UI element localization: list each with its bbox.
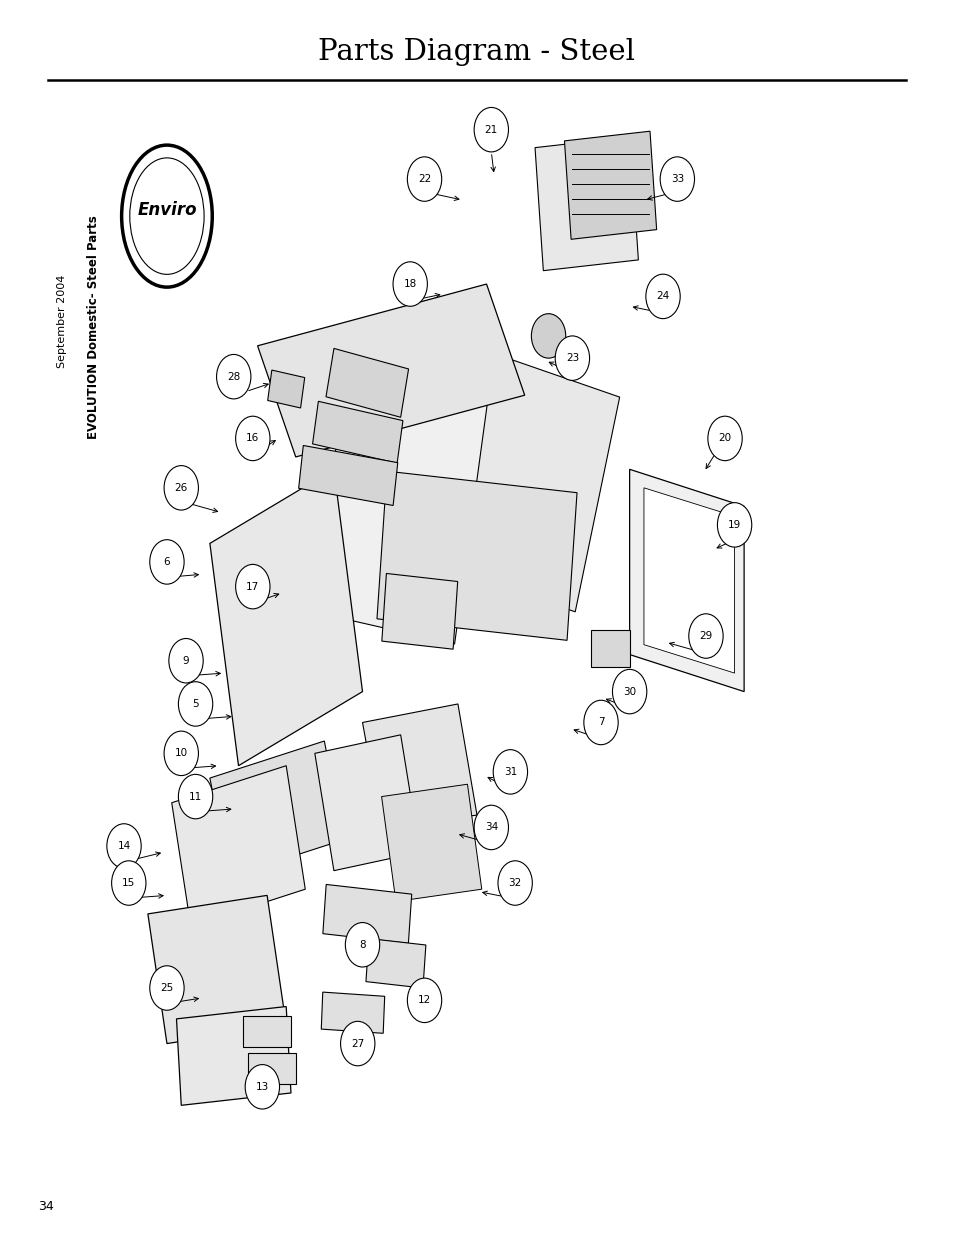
- Polygon shape: [362, 704, 476, 827]
- Circle shape: [645, 274, 679, 319]
- Ellipse shape: [121, 146, 212, 288]
- Text: 7: 7: [598, 718, 603, 727]
- Bar: [591, 630, 629, 667]
- Text: 18: 18: [403, 279, 416, 289]
- Bar: [381, 573, 457, 650]
- Circle shape: [178, 774, 213, 819]
- Bar: [248, 1052, 295, 1084]
- Bar: [326, 348, 408, 417]
- Circle shape: [717, 503, 751, 547]
- Text: 33: 33: [670, 174, 683, 184]
- Bar: [298, 446, 397, 505]
- Circle shape: [150, 540, 184, 584]
- Text: 30: 30: [622, 687, 636, 697]
- Circle shape: [497, 861, 532, 905]
- Text: 19: 19: [727, 520, 740, 530]
- Circle shape: [107, 824, 141, 868]
- Polygon shape: [314, 735, 419, 871]
- Circle shape: [407, 978, 441, 1023]
- Text: 15: 15: [122, 878, 135, 888]
- Text: 17: 17: [246, 582, 259, 592]
- Polygon shape: [629, 469, 743, 692]
- Circle shape: [555, 336, 589, 380]
- Circle shape: [688, 614, 722, 658]
- Bar: [366, 939, 425, 988]
- Circle shape: [531, 314, 565, 358]
- Text: 25: 25: [160, 983, 173, 993]
- Circle shape: [164, 731, 198, 776]
- Polygon shape: [148, 895, 286, 1044]
- Circle shape: [340, 1021, 375, 1066]
- Text: 32: 32: [508, 878, 521, 888]
- Bar: [313, 401, 402, 463]
- Circle shape: [407, 157, 441, 201]
- Text: Enviro: Enviro: [137, 201, 196, 219]
- Bar: [314, 368, 487, 645]
- Polygon shape: [643, 488, 734, 673]
- Text: September 2004: September 2004: [57, 274, 67, 368]
- Circle shape: [612, 669, 646, 714]
- Circle shape: [474, 805, 508, 850]
- Polygon shape: [210, 469, 362, 766]
- Circle shape: [164, 466, 198, 510]
- Circle shape: [583, 700, 618, 745]
- Text: 13: 13: [255, 1082, 269, 1092]
- Text: 5: 5: [193, 699, 198, 709]
- Text: 29: 29: [699, 631, 712, 641]
- Text: 14: 14: [117, 841, 131, 851]
- Text: 12: 12: [417, 995, 431, 1005]
- Circle shape: [245, 1065, 279, 1109]
- Text: 9: 9: [183, 656, 189, 666]
- Text: EVOLUTION Domestic- Steel Parts: EVOLUTION Domestic- Steel Parts: [87, 215, 100, 440]
- Text: 28: 28: [227, 372, 240, 382]
- Circle shape: [150, 966, 184, 1010]
- Circle shape: [235, 564, 270, 609]
- Polygon shape: [176, 1007, 291, 1105]
- Circle shape: [345, 923, 379, 967]
- Text: 6: 6: [164, 557, 170, 567]
- Polygon shape: [210, 741, 343, 877]
- Circle shape: [659, 157, 694, 201]
- Text: 26: 26: [174, 483, 188, 493]
- Text: Parts Diagram - Steel: Parts Diagram - Steel: [318, 38, 635, 65]
- Bar: [376, 472, 577, 640]
- Text: 22: 22: [417, 174, 431, 184]
- Text: 27: 27: [351, 1039, 364, 1049]
- Bar: [564, 131, 656, 240]
- Text: 34: 34: [38, 1199, 54, 1213]
- Circle shape: [216, 354, 251, 399]
- Circle shape: [178, 682, 213, 726]
- Circle shape: [235, 416, 270, 461]
- Circle shape: [474, 107, 508, 152]
- Circle shape: [169, 638, 203, 683]
- Circle shape: [707, 416, 741, 461]
- Bar: [243, 1015, 291, 1047]
- Text: 20: 20: [718, 433, 731, 443]
- Bar: [322, 884, 412, 944]
- Text: 21: 21: [484, 125, 497, 135]
- Bar: [535, 137, 638, 270]
- Polygon shape: [381, 784, 481, 902]
- Text: 11: 11: [189, 792, 202, 802]
- Circle shape: [393, 262, 427, 306]
- Circle shape: [112, 861, 146, 905]
- Text: 8: 8: [359, 940, 365, 950]
- Text: 16: 16: [246, 433, 259, 443]
- Polygon shape: [257, 284, 524, 457]
- Circle shape: [493, 750, 527, 794]
- Bar: [268, 370, 304, 408]
- Text: 10: 10: [174, 748, 188, 758]
- Bar: [372, 327, 619, 611]
- Polygon shape: [172, 766, 305, 926]
- Text: 31: 31: [503, 767, 517, 777]
- Text: 23: 23: [565, 353, 578, 363]
- Text: 34: 34: [484, 823, 497, 832]
- Text: 24: 24: [656, 291, 669, 301]
- Bar: [321, 992, 384, 1034]
